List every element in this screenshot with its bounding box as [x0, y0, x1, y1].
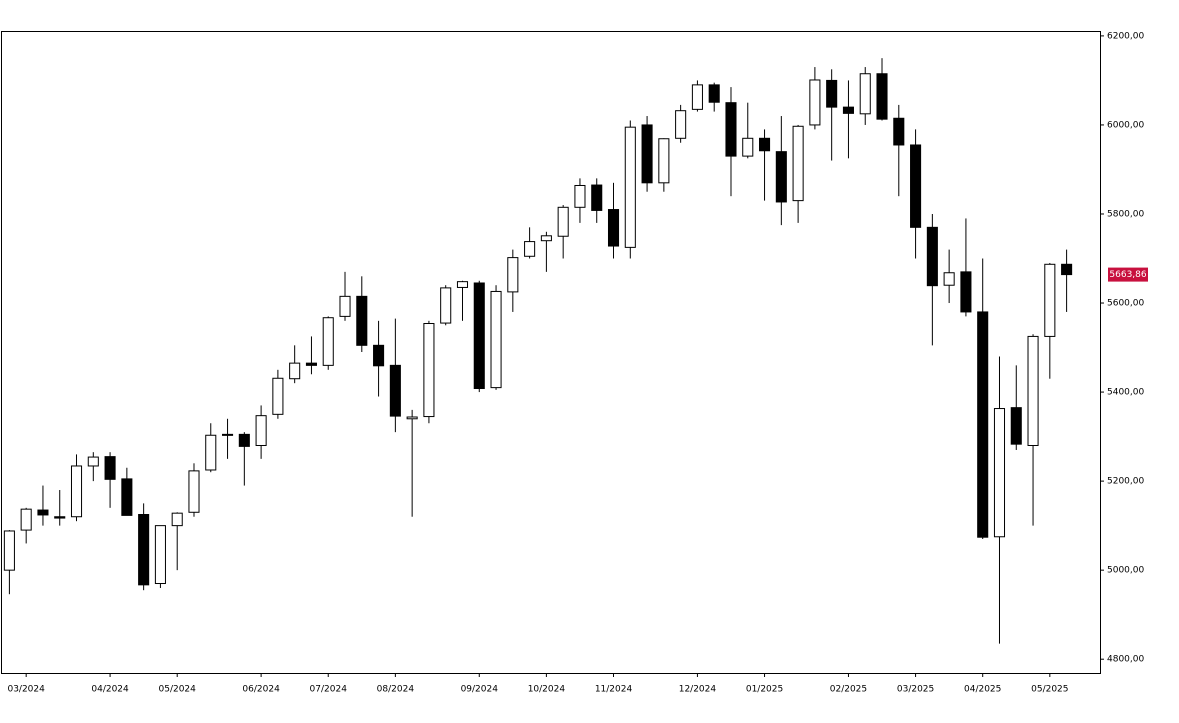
x-tick-label: 06/2024: [242, 685, 280, 695]
candle-body: [272, 377, 284, 415]
candle-body: [255, 415, 267, 446]
candle-body: [557, 206, 569, 237]
y-tick-label: 5800,00: [1107, 209, 1144, 219]
candle-body: [171, 512, 183, 527]
x-tick-label: 09/2024: [461, 685, 499, 695]
candle-body: [641, 124, 653, 184]
y-tick-label: 5200,00: [1107, 477, 1144, 487]
candle-body: [339, 295, 351, 317]
candle-body: [20, 508, 32, 531]
candle-body: [960, 271, 972, 313]
last-price-label: 5663,86: [1109, 270, 1146, 280]
candle-body: [356, 295, 368, 346]
candle-body: [926, 226, 938, 287]
candle-body: [775, 151, 787, 203]
candle-body: [389, 364, 401, 417]
candle-body: [1027, 335, 1039, 446]
candle-body: [1044, 263, 1056, 337]
candle-body: [423, 323, 435, 418]
plot-frame: [1, 31, 1101, 674]
x-tick-label: 10/2024: [528, 685, 566, 695]
candle-body: [490, 290, 502, 389]
x-tick-label: 05/2024: [159, 685, 197, 695]
candle-body: [205, 434, 217, 471]
y-tick-label: 5400,00: [1107, 388, 1144, 398]
candle-body: [121, 478, 133, 516]
candle-body: [289, 362, 301, 380]
candle-body: [188, 470, 200, 513]
last-price-box: [1108, 267, 1148, 282]
x-tick-label: 01/2025: [746, 685, 783, 695]
candle-body: [540, 235, 552, 242]
candle-body: [826, 79, 838, 108]
candle-body: [406, 416, 418, 420]
candle-body: [675, 110, 687, 139]
candle-body: [138, 514, 150, 586]
candle-body: [3, 530, 15, 571]
x-tick-label: 04/2025: [964, 685, 1001, 695]
candle-body: [373, 344, 385, 367]
y-tick-label: 6000,00: [1107, 120, 1144, 130]
candle-body: [859, 73, 871, 115]
candle-body: [37, 509, 49, 516]
candle-body: [507, 257, 519, 293]
candle-body: [658, 138, 670, 184]
candle-body: [725, 102, 737, 157]
x-tick-label: 03/2024: [7, 685, 45, 695]
candle-body: [809, 79, 821, 126]
y-tick-label: 5000,00: [1107, 566, 1144, 576]
y-tick-label: 5600,00: [1107, 299, 1144, 309]
candle-body: [54, 516, 66, 519]
candle-body: [1061, 263, 1073, 276]
x-tick-label: 08/2024: [377, 685, 415, 695]
candle-body: [473, 282, 485, 390]
candle-body: [842, 106, 854, 114]
candle-body: [708, 84, 720, 103]
candle-body: [456, 281, 469, 288]
candle-body: [524, 241, 536, 257]
y-tick-label: 4800,00: [1107, 655, 1144, 665]
candle-body: [876, 73, 888, 120]
x-tick-label: 03/2025: [897, 685, 934, 695]
candle-body: [238, 433, 250, 447]
candle-body: [624, 126, 636, 248]
candle-body: [691, 84, 703, 110]
candle-body: [792, 125, 804, 202]
x-tick-label: 07/2024: [310, 685, 348, 695]
y-tick-label: 6200,00: [1107, 31, 1144, 41]
candle-body: [742, 137, 754, 157]
x-tick-label: 04/2024: [91, 685, 129, 695]
candle-body: [104, 456, 116, 480]
candle-body: [70, 465, 83, 518]
candle-body: [322, 317, 334, 366]
candle-body: [993, 408, 1006, 538]
x-tick-label: 05/2025: [1031, 685, 1068, 695]
candle-body: [574, 184, 586, 208]
candle-body: [87, 456, 99, 467]
x-tick-label: 11/2024: [595, 685, 633, 695]
candle-body: [440, 287, 452, 324]
x-tick-label: 12/2024: [679, 685, 717, 695]
candle-body: [910, 144, 922, 228]
candle-body: [607, 209, 620, 247]
candle-body: [759, 137, 771, 152]
candle-body: [591, 184, 603, 211]
x-tick-label: 02/2025: [830, 685, 867, 695]
candle-body: [1010, 407, 1022, 445]
candle-body: [943, 272, 955, 286]
candle-body: [977, 311, 989, 538]
candle-body: [154, 525, 166, 585]
candle-body: [893, 117, 905, 146]
candle-body: [222, 433, 234, 436]
candle-body: [305, 362, 317, 366]
